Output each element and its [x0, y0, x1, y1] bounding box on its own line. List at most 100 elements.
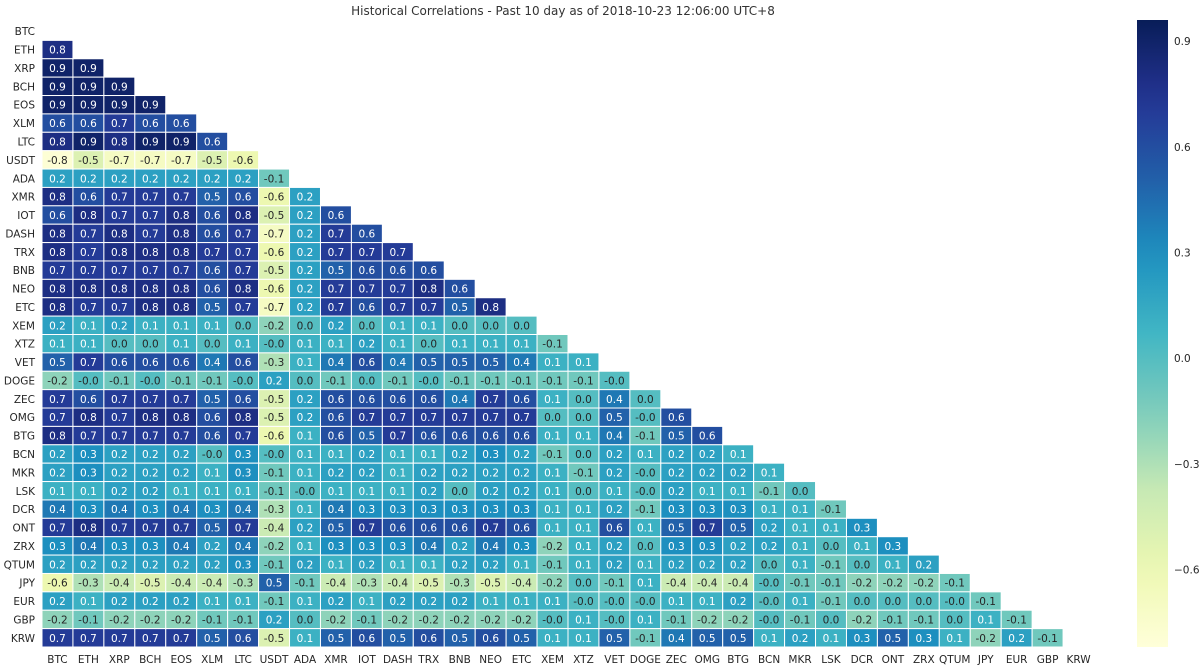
cell-label-ZRX-NEO: 0.4	[482, 541, 499, 553]
y-tick-LTC: LTC	[17, 136, 35, 148]
cell-label-KRW-EOS: 0.7	[173, 633, 190, 645]
cell-label-DASH-ADA: 0.2	[297, 228, 314, 240]
cell-label-DOGE-BCH: -0.0	[140, 375, 161, 387]
cell-label-LSK-XLM: 0.1	[204, 486, 221, 498]
cell-label-ONT-USDT: -0.4	[264, 523, 285, 535]
cell-label-ZEC-IOT: 0.6	[359, 394, 376, 406]
cell-label-KRW-DOGE: -0.1	[635, 633, 656, 645]
cell-label-KRW-OMG: 0.5	[699, 633, 716, 645]
cell-label-DCR-EOS: 0.4	[173, 504, 190, 516]
cell-label-IOT-EOS: 0.8	[173, 210, 190, 222]
cell-label-DCR-DASH: 0.3	[389, 504, 406, 516]
cell-label-BTG-XEM: 0.1	[544, 431, 561, 443]
cell-label-ONT-XEM: 0.1	[544, 523, 561, 535]
cell-label-KRW-MKR: 0.2	[792, 633, 809, 645]
cell-label-DOGE-BNB: -0.1	[449, 375, 470, 387]
cell-label-DASH-USDT: -0.7	[264, 228, 285, 240]
cell-label-TRX-LTC: 0.7	[235, 247, 252, 259]
cell-label-KRW-TRX: 0.6	[420, 633, 437, 645]
cell-label-DOGE-BTC: -0.2	[47, 375, 68, 387]
cell-label-IOT-BCH: 0.7	[142, 210, 159, 222]
cell-label-NEO-ETH: 0.8	[80, 284, 97, 296]
cell-label-KRW-XLM: 0.5	[204, 633, 221, 645]
cell-label-GBP-XTZ: 0.1	[575, 614, 592, 626]
cell-label-ETC-USDT: -0.7	[264, 302, 285, 314]
cell-label-EUR-XMR: 0.2	[328, 596, 345, 608]
cell-label-ZRX-VET: 0.2	[606, 541, 623, 553]
x-tick-BCH: BCH	[139, 654, 161, 666]
cell-label-BTG-DOGE: -0.1	[635, 431, 656, 443]
cell-label-BNB-ADA: 0.2	[297, 265, 314, 277]
cell-label-JPY-BTG: -0.4	[728, 578, 749, 590]
cell-label-ONT-TRX: 0.6	[420, 523, 437, 535]
cell-label-USDT-BCH: -0.7	[140, 155, 161, 167]
cell-label-TRX-ADA: 0.2	[297, 247, 314, 259]
y-tick-XMR: XMR	[11, 192, 35, 204]
cell-label-USDT-XLM: -0.5	[202, 155, 223, 167]
cell-label-IOT-XMR: 0.6	[328, 210, 345, 222]
cell-label-JPY-BTC: -0.6	[47, 578, 68, 590]
cell-label-NEO-BNB: 0.6	[451, 284, 468, 296]
cell-label-BCN-XMR: 0.1	[328, 449, 345, 461]
x-tick-XEM: XEM	[541, 654, 564, 666]
cell-label-EUR-ZRX: 0.0	[915, 596, 932, 608]
y-tick-OMG: OMG	[10, 412, 35, 424]
cell-label-IOT-ADA: 0.2	[297, 210, 314, 222]
cell-label-ONT-XMR: 0.5	[328, 523, 345, 535]
cell-label-XEM-XRP: 0.2	[111, 320, 128, 332]
cell-label-BNB-BCH: 0.7	[142, 265, 159, 277]
y-tick-XTZ: XTZ	[14, 339, 35, 351]
x-tick-KRW: KRW	[1066, 654, 1091, 666]
cell-label-DASH-XMR: 0.7	[328, 228, 345, 240]
cell-label-NEO-XRP: 0.8	[111, 284, 128, 296]
cell-label-OMG-DOGE: -0.0	[635, 412, 656, 424]
cell-label-DCR-USDT: -0.3	[264, 504, 285, 516]
cell-label-ETC-XRP: 0.7	[111, 302, 128, 314]
cell-label-KRW-NEO: 0.6	[482, 633, 499, 645]
cell-label-DOGE-IOT: 0.0	[359, 375, 376, 387]
cell-label-XEM-BTC: 0.2	[49, 320, 66, 332]
cell-label-ZEC-ETH: 0.6	[80, 394, 97, 406]
cell-label-BNB-DASH: 0.6	[389, 265, 406, 277]
y-tick-BTG: BTG	[13, 431, 35, 443]
cell-label-XLM-BTC: 0.6	[49, 118, 66, 130]
cell-label-NEO-EOS: 0.8	[173, 284, 190, 296]
cell-label-NEO-DASH: 0.7	[389, 284, 406, 296]
cell-label-BTG-XMR: 0.6	[328, 431, 345, 443]
cell-label-JPY-XTZ: 0.0	[575, 578, 592, 590]
cell-label-XEM-LTC: 0.0	[235, 320, 252, 332]
cell-label-VET-EOS: 0.6	[173, 357, 190, 369]
cell-label-DCR-XTZ: 0.1	[575, 504, 592, 516]
cell-label-JPY-ZRX: -0.2	[914, 578, 935, 590]
cell-label-EUR-ADA: 0.1	[297, 596, 314, 608]
cell-label-ONT-VET: 0.6	[606, 523, 623, 535]
x-tick-ONT: ONT	[882, 654, 905, 666]
cell-label-ZRX-XRP: 0.3	[111, 541, 128, 553]
cell-label-ADA-BCH: 0.2	[142, 173, 159, 185]
cell-label-KRW-DASH: 0.5	[389, 633, 406, 645]
cell-label-OMG-XRP: 0.7	[111, 412, 128, 424]
cell-label-EUR-LSK: -0.1	[821, 596, 842, 608]
cell-label-EUR-TRX: 0.2	[420, 596, 437, 608]
x-tick-XMR: XMR	[324, 654, 348, 666]
cell-label-ZEC-USDT: -0.5	[264, 394, 285, 406]
cell-label-LSK-BCN: -0.1	[759, 486, 780, 498]
colorbar: 0.9 0.6 0.3 0.0 −0.3 −0.6	[1137, 20, 1200, 647]
cell-label-JPY-DCR: -0.2	[852, 578, 873, 590]
cell-label-ADA-EOS: 0.2	[173, 173, 190, 185]
cell-label-GBP-ETC: -0.2	[511, 614, 532, 626]
cell-label-GBP-ONT: -0.1	[883, 614, 904, 626]
cell-label-BNB-IOT: 0.6	[359, 265, 376, 277]
cell-label-XMR-BCH: 0.7	[142, 192, 159, 204]
cell-label-IOT-ETH: 0.8	[80, 210, 97, 222]
cell-label-ADA-XRP: 0.2	[111, 173, 128, 185]
cell-label-KRW-IOT: 0.6	[359, 633, 376, 645]
cell-label-IOT-LTC: 0.8	[235, 210, 252, 222]
cell-label-ZEC-EOS: 0.7	[173, 394, 190, 406]
cell-label-QTUM-ONT: 0.1	[885, 559, 902, 571]
cell-label-ETC-XMR: 0.7	[328, 302, 345, 314]
cell-label-BCN-BNB: 0.2	[451, 449, 468, 461]
x-tick-ETC: ETC	[512, 654, 532, 666]
cell-label-QTUM-BNB: 0.2	[451, 559, 468, 571]
